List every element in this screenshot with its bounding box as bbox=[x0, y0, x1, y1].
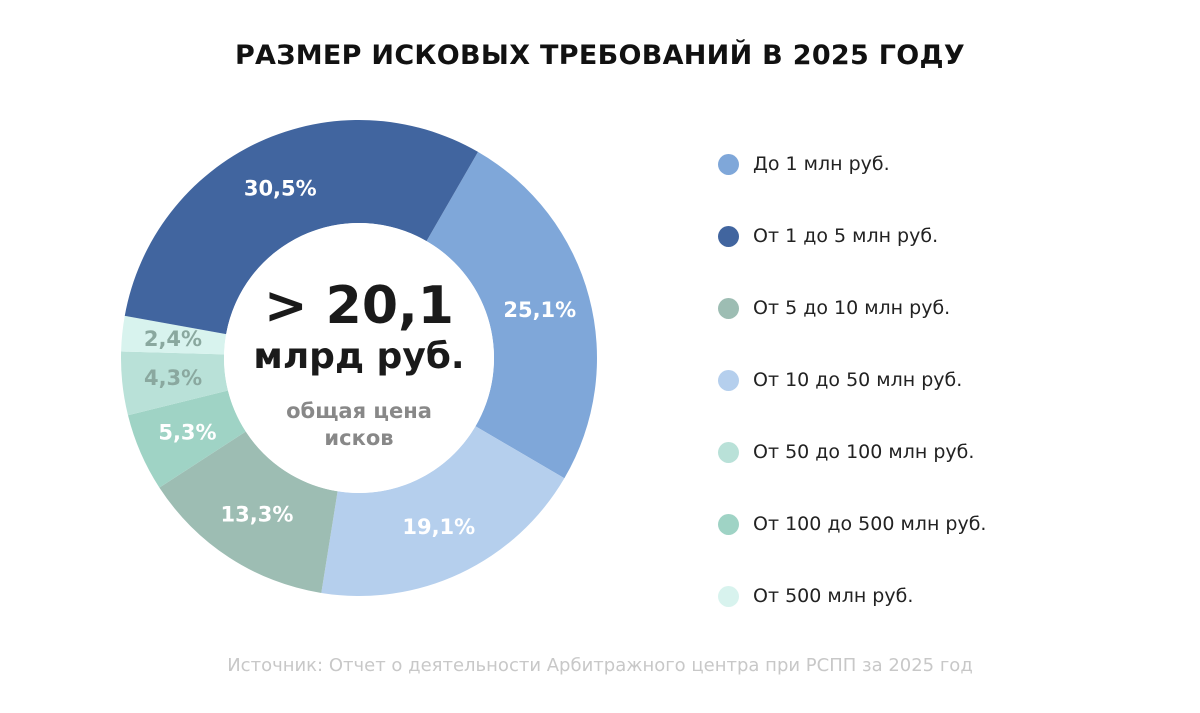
legend-item: От 5 до 10 млн руб. bbox=[718, 272, 986, 344]
slice-label: 4,3% bbox=[144, 366, 202, 390]
legend-swatch bbox=[718, 585, 739, 607]
slice bbox=[321, 426, 565, 596]
donut-hole bbox=[224, 223, 494, 493]
legend-swatch bbox=[718, 225, 739, 247]
total-caption: общая цена исков bbox=[224, 398, 494, 452]
caption-line-1: общая цена bbox=[286, 399, 432, 423]
caption-line-2: исков bbox=[324, 426, 394, 450]
legend-swatch bbox=[718, 369, 739, 391]
legend-swatch bbox=[718, 513, 739, 535]
legend-swatch bbox=[718, 441, 739, 463]
legend: До 1 млн руб. От 1 до 5 млн руб. От 5 до 1… bbox=[718, 128, 986, 632]
total-unit: млрд руб. bbox=[253, 336, 465, 377]
total-value: > 20,1 bbox=[264, 276, 454, 336]
slice-label: 19,1% bbox=[402, 515, 475, 539]
slice-label: 13,3% bbox=[221, 503, 294, 527]
legend-label: От 10 до 50 млн руб. bbox=[753, 369, 963, 391]
legend-item: От 10 до 50 млн руб. bbox=[718, 344, 986, 416]
legend-label: От 500 млн руб. bbox=[753, 585, 914, 607]
slice-label: 2,4% bbox=[144, 327, 202, 351]
legend-label: От 100 до 500 млн руб. bbox=[753, 513, 987, 535]
legend-label: От 5 до 10 млн руб. bbox=[753, 297, 951, 319]
legend-swatch bbox=[718, 153, 739, 175]
legend-item: До 1 млн руб. bbox=[718, 128, 986, 200]
legend-label: До 1 млн руб. bbox=[753, 153, 890, 175]
slice bbox=[124, 119, 478, 335]
slice bbox=[121, 351, 228, 416]
legend-label: От 50 до 100 млн руб. bbox=[753, 441, 975, 463]
legend-item: От 100 до 500 млн руб. bbox=[718, 488, 986, 560]
legend-swatch bbox=[718, 297, 739, 319]
slice bbox=[127, 390, 246, 488]
slice-label: 30,5% bbox=[244, 176, 317, 200]
slice bbox=[159, 431, 338, 593]
slice-label: 25,1% bbox=[503, 298, 576, 322]
legend-item: От 500 млн руб. bbox=[718, 560, 986, 632]
legend-item: От 50 до 100 млн руб. bbox=[718, 416, 986, 488]
slice bbox=[121, 315, 227, 355]
legend-item: От 1 до 5 млн руб. bbox=[718, 200, 986, 272]
source-note: Источник: Отчет о деятельности Арбитражн… bbox=[227, 655, 973, 676]
slice-label: 5,3% bbox=[158, 420, 216, 444]
chart-title: РАЗМЕР ИСКОВЫХ ТРЕБОВАНИЙ В 2025 ГОДУ bbox=[234, 40, 966, 71]
legend-label: От 1 до 5 млн руб. bbox=[753, 225, 939, 247]
slice bbox=[426, 151, 598, 479]
